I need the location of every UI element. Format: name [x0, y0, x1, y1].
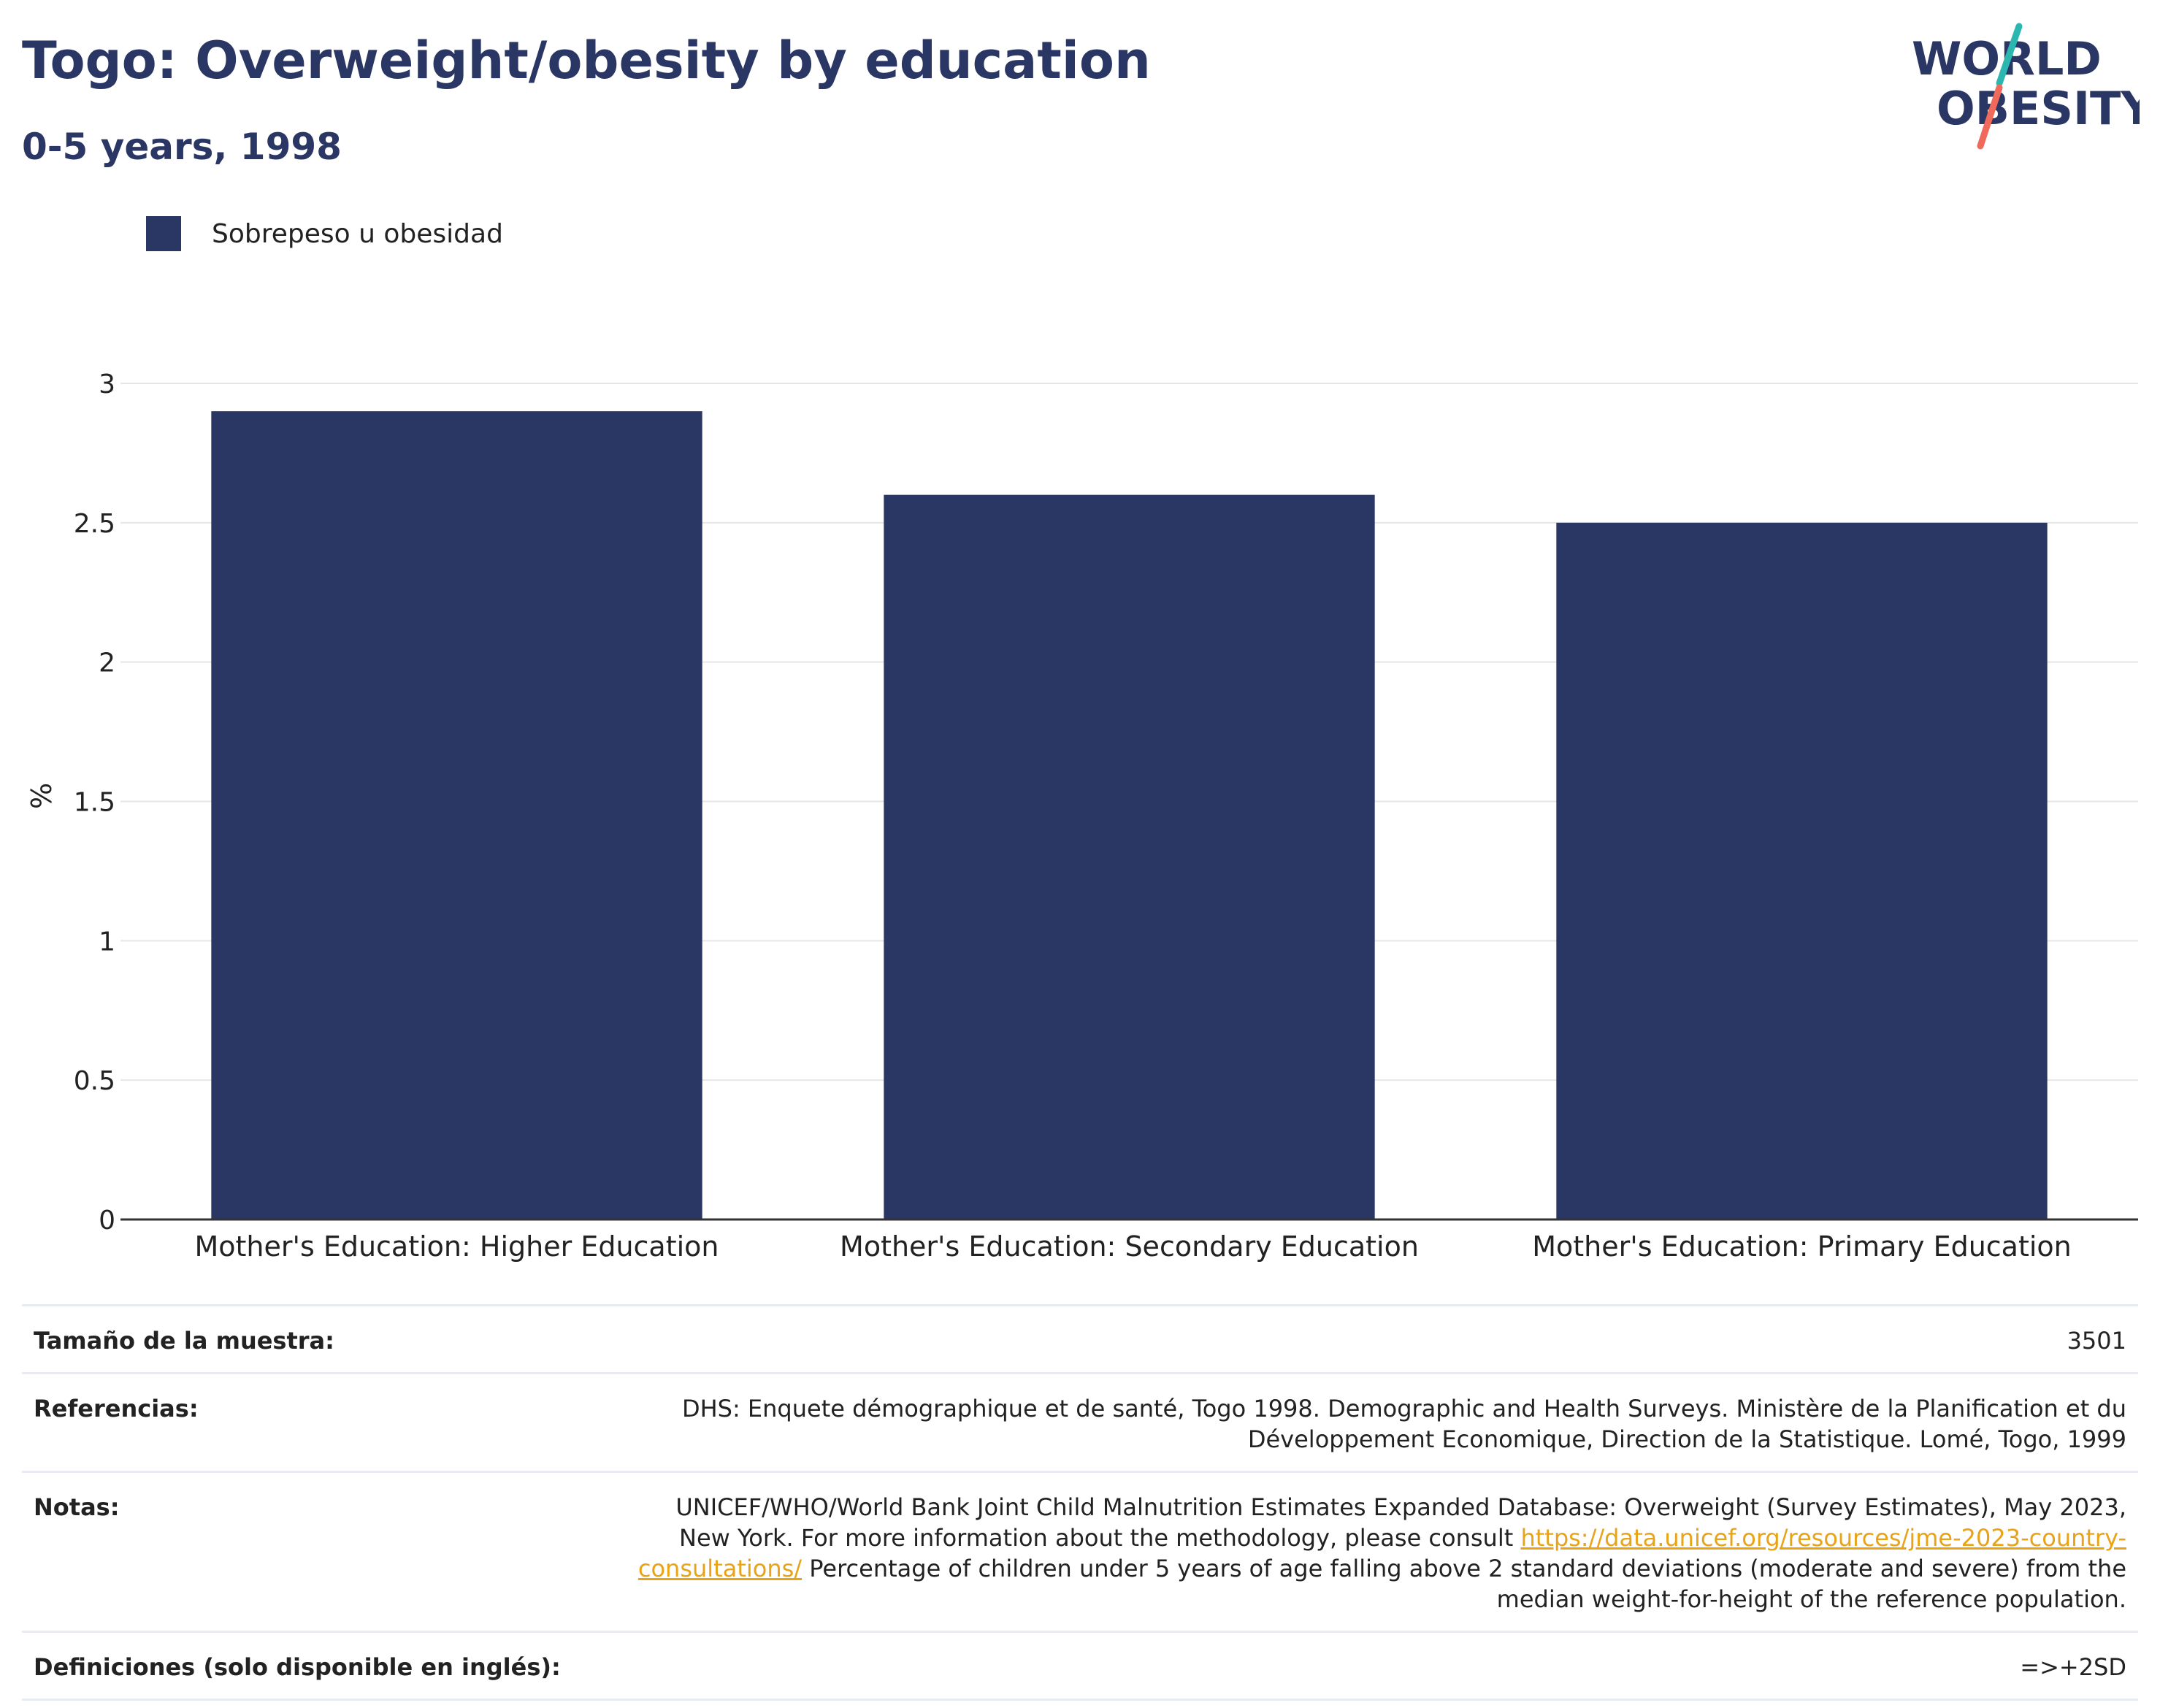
world-obesity-logo: WORLD OBESITY	[1912, 23, 2140, 150]
references-label: Referencias:	[34, 1395, 199, 1422]
y-tick-label: 1	[99, 927, 115, 957]
y-tick-label: 1.5	[74, 788, 115, 818]
sample-size-value: 3501	[2067, 1327, 2126, 1355]
axis-layer: 0 0.5 1 1.5 2 2.5 3 Mother's Education: Higher …	[74, 369, 2138, 1263]
legend-swatch	[146, 216, 181, 251]
notes-text-after: Percentage of children under 5 years of …	[802, 1555, 2126, 1613]
bar[interactable]	[211, 411, 702, 1219]
definitions-label: Definiciones (solo disponible en inglés)…	[34, 1653, 561, 1681]
definitions-value: =>+2SD	[2020, 1653, 2126, 1681]
page-title: Togo: Overweight/obesity by education	[22, 31, 1151, 91]
notes-value: UNICEF/WHO/World Bank Joint Child Malnut…	[629, 1492, 2126, 1615]
logo-slash-coral	[1977, 84, 2003, 150]
x-tick-label: Mother's Education: Higher Education	[194, 1230, 719, 1263]
x-tick-label: Mother's Education: Primary Education	[1532, 1230, 2072, 1263]
info-row-references: Referencias: DHS: Enquete démographique …	[22, 1372, 2138, 1471]
info-row-sample: Tamaño de la muestra: 3501	[22, 1304, 2138, 1372]
bar[interactable]	[884, 494, 1375, 1219]
bar[interactable]	[1556, 522, 2048, 1219]
y-tick-label: 2	[99, 648, 115, 678]
bar-chart: 0 0.5 1 1.5 2 2.5 3 Mother's Education: Higher …	[26, 369, 2138, 1263]
y-tick-label: 0	[99, 1206, 115, 1236]
x-tick-label: Mother's Education: Secondary Education	[840, 1230, 1419, 1263]
legend[interactable]: Sobrepeso u obesidad	[146, 216, 503, 251]
info-row-definitions: Definiciones (solo disponible en inglés)…	[22, 1631, 2138, 1701]
bar-layer	[211, 411, 2048, 1219]
legend-label: Sobrepeso u obesidad	[212, 218, 503, 249]
logo-slash-teal	[1996, 23, 2023, 87]
y-tick-label: 2.5	[74, 509, 115, 539]
y-axis-label: %	[26, 783, 58, 809]
info-table: Tamaño de la muestra: 3501 Referencias: …	[22, 1304, 2138, 1701]
references-value: DHS: Enquete démographique et de santé, …	[681, 1395, 2126, 1453]
methodology-link[interactable]: https://data.unicef.org/resources/jme-20…	[637, 1524, 2126, 1582]
y-tick-label: 3	[99, 369, 115, 399]
notes-text-before: UNICEF/WHO/World Bank Joint Child Malnut…	[675, 1493, 2126, 1552]
info-row-notes: Notas: UNICEF/WHO/World Bank Joint Child…	[22, 1471, 2138, 1631]
notes-label: Notas:	[34, 1493, 120, 1521]
sample-size-label: Tamaño de la muestra:	[34, 1327, 334, 1355]
logo-text-obesity: OBESITY	[1937, 82, 2140, 135]
y-tick-label: 0.5	[74, 1066, 115, 1096]
page-subtitle: 0-5 years, 1998	[22, 126, 342, 168]
